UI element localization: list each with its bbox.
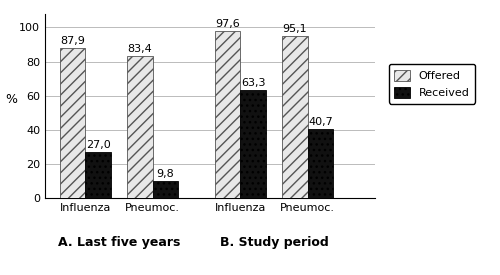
Text: 9,8: 9,8 <box>156 169 174 179</box>
Text: 27,0: 27,0 <box>86 140 110 150</box>
Bar <box>86 152 111 198</box>
Text: A. Last five years: A. Last five years <box>58 235 180 249</box>
Bar <box>153 181 178 198</box>
Bar <box>240 90 266 198</box>
Text: 40,7: 40,7 <box>308 117 333 126</box>
Text: 87,9: 87,9 <box>60 36 85 46</box>
Text: B. Study period: B. Study period <box>220 235 328 249</box>
Bar <box>60 48 86 198</box>
Bar <box>127 56 153 198</box>
Bar <box>214 32 240 198</box>
Text: 83,4: 83,4 <box>128 44 152 54</box>
Text: 97,6: 97,6 <box>215 20 240 29</box>
Y-axis label: %: % <box>5 93 17 106</box>
Legend: Offered, Received: Offered, Received <box>388 64 475 104</box>
Bar <box>308 129 333 198</box>
Text: 95,1: 95,1 <box>282 24 307 34</box>
Bar <box>282 36 308 198</box>
Text: 63,3: 63,3 <box>241 78 266 88</box>
